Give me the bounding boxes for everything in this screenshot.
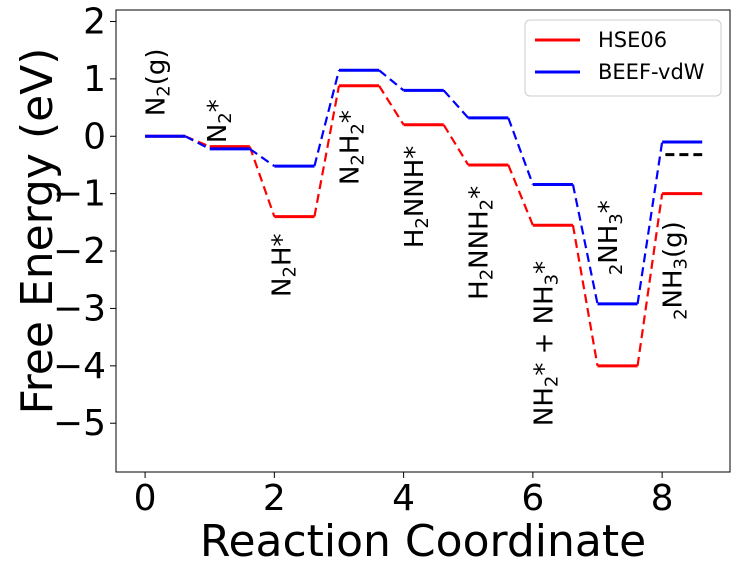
y-axis-title: Free Energy (eV) (12, 48, 63, 415)
y-tick-label: −5 (53, 403, 106, 444)
species-tail: * (335, 110, 365, 123)
transition-line (248, 146, 276, 217)
species-label: H2NNH* (400, 146, 433, 248)
y-tick-label: −2 (53, 231, 106, 272)
species-tail: * + NH (529, 285, 559, 375)
transition-line (442, 89, 470, 119)
species-subscript: 2 (670, 308, 691, 319)
species-main: H (465, 280, 495, 300)
series-hse06 (145, 84, 703, 368)
x-tick-label: 0 (134, 478, 157, 519)
y-tick-label: −1 (53, 174, 106, 215)
y-tick-label: −4 (53, 346, 106, 387)
species-main: N (335, 166, 365, 185)
plot-frame (115, 9, 731, 473)
species-subscript: 3 (605, 213, 626, 224)
species-tail: NNH* (400, 146, 430, 217)
species-subscript: 2 (476, 199, 497, 210)
species-tail: NH (594, 225, 624, 264)
species-subscript: 2 (279, 266, 300, 277)
transition-line (184, 135, 211, 150)
transition-line (507, 164, 534, 226)
x-tick-label: 2 (263, 478, 286, 519)
species-main: N (268, 278, 298, 297)
y-tick-label: 1 (83, 59, 106, 100)
species-label: N2(g) (141, 48, 174, 116)
species-tail: H* (268, 233, 298, 266)
species-label: N2* (203, 99, 236, 143)
species-main: H (400, 229, 430, 249)
species-tail: * (203, 99, 233, 112)
species-main: N (203, 124, 233, 143)
species-labels: N2(g)N2*N2H*N2H2*H2NNH*H2NNH2*NH2* + NH3… (141, 48, 691, 426)
plot-area (145, 68, 703, 368)
species-subscript: 2 (347, 123, 368, 134)
species-tail: H (335, 135, 365, 155)
transition-line (507, 117, 534, 185)
y-tick-label: 0 (83, 116, 106, 157)
species-subscript: 2 (412, 217, 433, 228)
species-subscript: 2 (153, 85, 174, 96)
y-tick-label: −3 (53, 288, 106, 329)
transition-line (378, 69, 405, 92)
legend-label: HSE06 (598, 28, 667, 52)
species-label: 2NH3* (594, 200, 627, 275)
x-tick-label: 8 (651, 478, 674, 519)
species-subscript: 2 (347, 154, 368, 165)
y-tick-label: 2 (83, 1, 106, 42)
transition-line (313, 69, 341, 167)
species-tail: NH (659, 269, 689, 308)
x-tick-label: 4 (392, 478, 415, 519)
species-label: N2H* (268, 233, 301, 296)
species-subscript: 3 (541, 274, 562, 285)
transition-line (378, 85, 405, 126)
legend: HSE06 BEEF-vdW (524, 19, 722, 97)
species-tail: NNH (465, 210, 495, 268)
transition-line (249, 147, 275, 168)
transition-line (571, 225, 599, 367)
species-label: NH2* + NH3* (529, 261, 562, 426)
transition-line (442, 124, 470, 166)
x-tick-label: 6 (521, 478, 544, 519)
legend-label: BEEF-vdW (598, 60, 705, 84)
species-tail: * (529, 261, 559, 274)
species-tail: (g) (659, 221, 689, 258)
species-tail: * (594, 200, 624, 213)
species-subscript: 2 (541, 376, 562, 387)
species-subscript: 3 (670, 258, 691, 269)
species-label: 2NH3(g) (659, 221, 692, 320)
transition-line (313, 85, 341, 217)
species-main: N (141, 97, 171, 116)
species-label: N2H2* (335, 110, 368, 185)
transition-line (571, 184, 599, 305)
series-beef-vdw (145, 68, 703, 306)
axis-ticks: 0 2 4 6 8 2 1 0 −1 −2 −3 −4 −5 (53, 1, 674, 519)
x-axis-title: Reaction Coordinate (200, 516, 646, 567)
species-subscript: 2 (476, 269, 497, 280)
species-subscript: 2 (214, 112, 235, 123)
species-tail: * (465, 186, 495, 199)
transition-line (636, 193, 664, 366)
species-subscript: 2 (605, 264, 626, 275)
species-tail: (g) (141, 48, 171, 85)
species-label: H2NNH2* (465, 186, 498, 300)
species-main: NH (529, 387, 559, 426)
